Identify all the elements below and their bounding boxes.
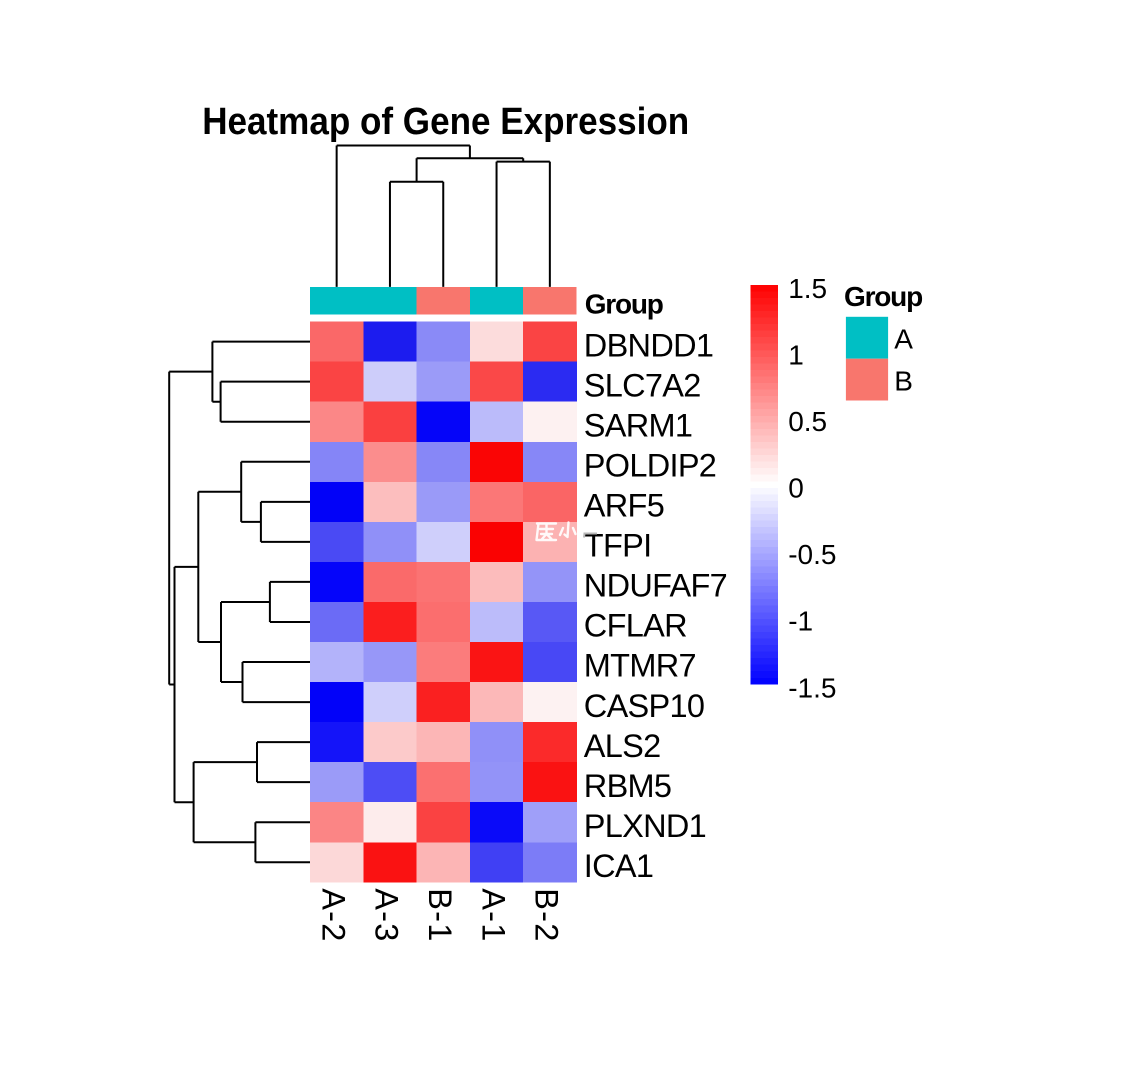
- svg-text:MTMR7: MTMR7: [584, 648, 696, 684]
- svg-text:Heatmap of Gene Expression: Heatmap of Gene Expression: [202, 101, 689, 143]
- svg-text:Group: Group: [585, 288, 663, 319]
- svg-text:SLC7A2: SLC7A2: [584, 367, 701, 403]
- svg-text:-1.5: -1.5: [788, 672, 836, 703]
- svg-text:B-2: B-2: [529, 888, 565, 942]
- svg-text:0.5: 0.5: [788, 406, 827, 437]
- svg-text:B: B: [894, 365, 913, 396]
- svg-text:1.5: 1.5: [788, 273, 827, 304]
- svg-text:CASP10: CASP10: [584, 688, 704, 724]
- svg-text:ICA1: ICA1: [584, 848, 653, 884]
- svg-text:NDUFAF7: NDUFAF7: [584, 568, 727, 604]
- svg-text:RBM5: RBM5: [584, 768, 672, 804]
- svg-text:CFLAR: CFLAR: [584, 608, 687, 644]
- svg-text:A: A: [894, 324, 913, 355]
- svg-text:1: 1: [788, 339, 804, 370]
- svg-text:ARF5: ARF5: [584, 488, 664, 524]
- svg-text:DBNDD1: DBNDD1: [584, 327, 713, 363]
- svg-text:-1: -1: [788, 606, 813, 637]
- svg-text:A-1: A-1: [475, 888, 511, 942]
- svg-text:Group: Group: [844, 281, 922, 312]
- svg-text:POLDIP2: POLDIP2: [584, 447, 716, 483]
- svg-text:A-3: A-3: [369, 888, 405, 942]
- svg-text:0: 0: [788, 473, 804, 504]
- svg-text:B-1: B-1: [422, 888, 458, 942]
- svg-text:ALS2: ALS2: [584, 728, 661, 764]
- svg-text:PLXND1: PLXND1: [584, 808, 706, 844]
- svg-text:-0.5: -0.5: [788, 539, 836, 570]
- svg-text:SARM1: SARM1: [584, 407, 692, 443]
- svg-text:A-2: A-2: [315, 888, 351, 942]
